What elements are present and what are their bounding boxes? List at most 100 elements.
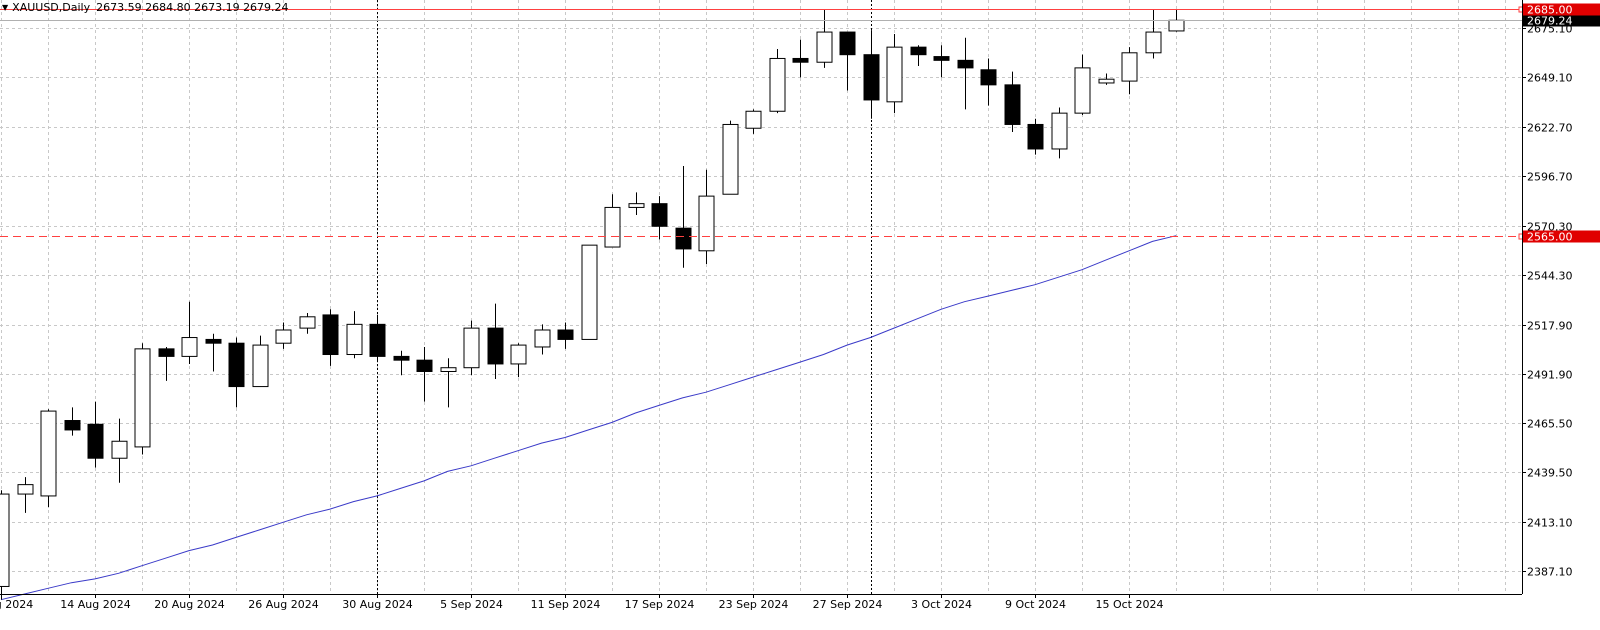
candle-body-bear	[228, 342, 245, 388]
candle	[1051, 107, 1068, 159]
candle	[369, 314, 386, 363]
candle	[228, 337, 245, 408]
candle	[534, 324, 551, 355]
candle	[252, 335, 269, 388]
date-tick-label: 9 Oct 2024	[1005, 598, 1066, 611]
price-tick-label: 2622.70	[1527, 122, 1573, 135]
moving-average-line	[0, 235, 1177, 601]
candle-body-bull	[1145, 31, 1162, 54]
price-tick-label: 2517.90	[1527, 320, 1573, 333]
candle	[40, 409, 57, 508]
candle	[1145, 9, 1162, 59]
candle	[698, 169, 715, 264]
candle-body-bull	[1121, 52, 1138, 82]
candle	[1098, 73, 1115, 85]
candle	[64, 407, 81, 436]
candle-body-bear	[933, 56, 950, 61]
price-tick-label: 2413.10	[1527, 517, 1573, 530]
candle-body-bull	[111, 440, 128, 459]
candle	[581, 244, 598, 340]
candle	[1074, 54, 1091, 116]
candle	[1121, 47, 1138, 95]
candle-body-bull	[252, 344, 269, 388]
date-tick-label: 15 Oct 2024	[1095, 598, 1163, 611]
candle	[416, 346, 433, 402]
date-tick-label: 30 Aug 2024	[342, 598, 412, 611]
candle	[557, 322, 574, 349]
candle	[1027, 118, 1044, 155]
candle	[675, 165, 692, 268]
candle-body-bear	[863, 54, 880, 101]
candle-body-bear	[205, 338, 222, 344]
price-tick-label: 2675.10	[1527, 23, 1573, 36]
candle	[181, 301, 198, 364]
candle-body-bull	[534, 329, 551, 348]
grid-layer	[0, 0, 1522, 594]
candle	[0, 490, 10, 600]
candle	[769, 49, 786, 114]
candle	[158, 346, 175, 381]
candle-body-bull	[745, 110, 762, 129]
candle-body-bear	[322, 314, 339, 356]
candle-body-bear	[557, 329, 574, 340]
date-tick-label: 11 Sep 2024	[531, 598, 601, 611]
candle-body-bull	[346, 323, 363, 356]
candle	[957, 37, 974, 110]
level-label-bg	[1523, 230, 1600, 243]
candle	[134, 343, 151, 455]
candles-layer	[0, 9, 1185, 600]
price-tick-label: 2387.10	[1527, 566, 1573, 579]
candle-body-bull	[769, 57, 786, 112]
candle-body-bull	[299, 316, 316, 329]
candle	[886, 33, 903, 114]
candle	[722, 120, 739, 195]
price-tick-label: 2649.10	[1527, 72, 1573, 85]
candle-body-bull	[722, 123, 739, 195]
candle	[1004, 71, 1021, 132]
candle-body-bear	[64, 420, 81, 431]
candle	[745, 109, 762, 134]
level-label-bg	[1523, 3, 1600, 16]
candle-body-bull	[510, 344, 527, 365]
candle-body-bull	[604, 206, 621, 248]
candle	[933, 45, 950, 78]
price-tick-label: 2491.90	[1527, 369, 1573, 382]
dropdown-triangle-icon[interactable]: ▼	[2, 2, 9, 12]
candle	[87, 401, 104, 468]
candle	[440, 358, 457, 408]
moving-average-layer	[0, 235, 1177, 601]
date-tick-label: 27 Sep 2024	[813, 598, 883, 611]
candle-body-bear	[87, 423, 104, 459]
candle-body-bull	[628, 203, 645, 208]
candle	[651, 196, 668, 240]
candle	[510, 343, 527, 378]
level-label: 2565.00	[1527, 231, 1573, 244]
candle	[111, 418, 128, 483]
candle-body-bear	[369, 323, 386, 357]
date-tick-label: 14 Aug 2024	[60, 598, 130, 611]
candle-body-bear	[651, 203, 668, 227]
candle-body-bull	[0, 493, 10, 587]
date-tick-label: 26 Aug 2024	[248, 598, 318, 611]
date-tick-label: 5 Sep 2024	[440, 598, 503, 611]
candle	[863, 30, 880, 119]
candle-body-bull	[1168, 19, 1185, 32]
candle-body-bull	[1074, 67, 1091, 114]
candle	[322, 309, 339, 366]
price-tick-label: 2544.30	[1527, 270, 1573, 283]
candle-body-bull	[698, 195, 715, 252]
candle-body-bull	[581, 244, 598, 340]
candle	[816, 9, 833, 68]
candle-body-bull	[1098, 78, 1115, 84]
chart-header: ▼ XAUUSD,Daily 2673.59 2684.80 2673.19 2…	[0, 0, 289, 14]
candle-body-bear	[839, 31, 856, 56]
current-price-label: 2679.24	[1527, 15, 1573, 28]
candle-body-bear	[487, 327, 504, 365]
candle-body-bear	[792, 57, 809, 63]
date-tick-label: 23 Sep 2024	[719, 598, 789, 611]
candle-body-bull	[181, 337, 198, 357]
candle-body-bear	[1004, 84, 1021, 125]
